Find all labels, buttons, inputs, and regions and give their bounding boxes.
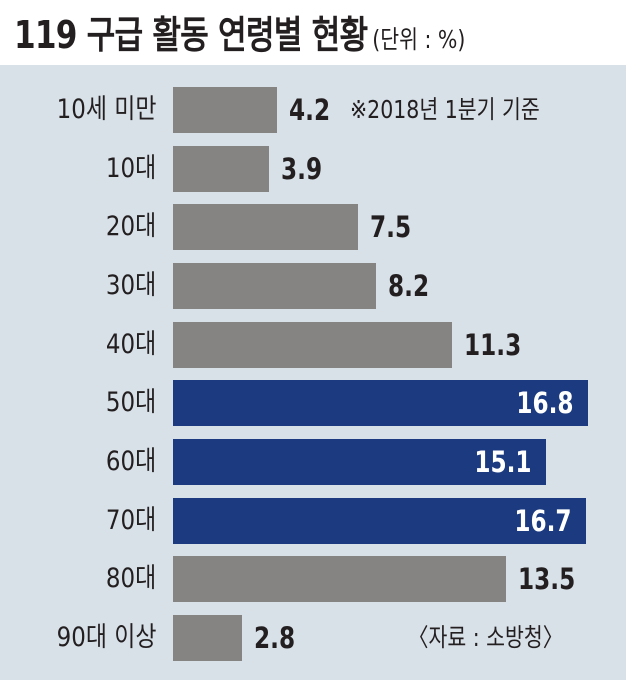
chart-panel: 10세 미만 4.2 10대 3.9 20대 7.5 30대 8.2 40대 11.3 50대 16.…	[0, 65, 626, 680]
category-label: 60대	[105, 446, 156, 477]
chart-title: 119 구급 활동 연령별 현황	[14, 13, 368, 57]
chart-title-block: 119 구급 활동 연령별 현황 (단위 : %)	[14, 4, 465, 59]
category-label: 90대 이상	[56, 622, 156, 653]
bar	[173, 380, 588, 426]
bar	[173, 87, 277, 133]
data-label: 16.7	[514, 504, 572, 538]
bar	[173, 204, 358, 250]
data-label: 8.2	[388, 269, 430, 303]
bar	[173, 439, 546, 485]
category-label: 30대	[105, 270, 156, 301]
bar	[173, 556, 506, 602]
bar	[173, 498, 586, 544]
data-label: 15.1	[474, 445, 532, 479]
unit-label: (단위 : %)	[372, 25, 466, 54]
source-text: 〈자료 : 소방청〉	[408, 623, 564, 652]
bar	[173, 322, 452, 368]
bar	[173, 263, 376, 309]
data-label: 2.8	[254, 621, 296, 655]
category-label: 20대	[105, 211, 156, 242]
data-label: 7.5	[370, 210, 412, 244]
category-label: 50대	[105, 387, 156, 418]
bar	[173, 146, 269, 192]
bar	[173, 615, 242, 661]
data-label: 13.5	[518, 562, 576, 596]
data-label: 3.9	[281, 152, 323, 186]
category-label: 10대	[105, 153, 156, 184]
category-label: 70대	[105, 505, 156, 536]
data-label: 16.8	[516, 386, 574, 420]
data-label: 11.3	[464, 328, 522, 362]
category-label: 80대	[105, 563, 156, 594]
category-label: 40대	[105, 329, 156, 360]
category-label: 10세 미만	[56, 94, 156, 125]
data-label: 4.2	[289, 93, 331, 127]
note-text: ※2018년 1분기 기준	[350, 95, 540, 124]
